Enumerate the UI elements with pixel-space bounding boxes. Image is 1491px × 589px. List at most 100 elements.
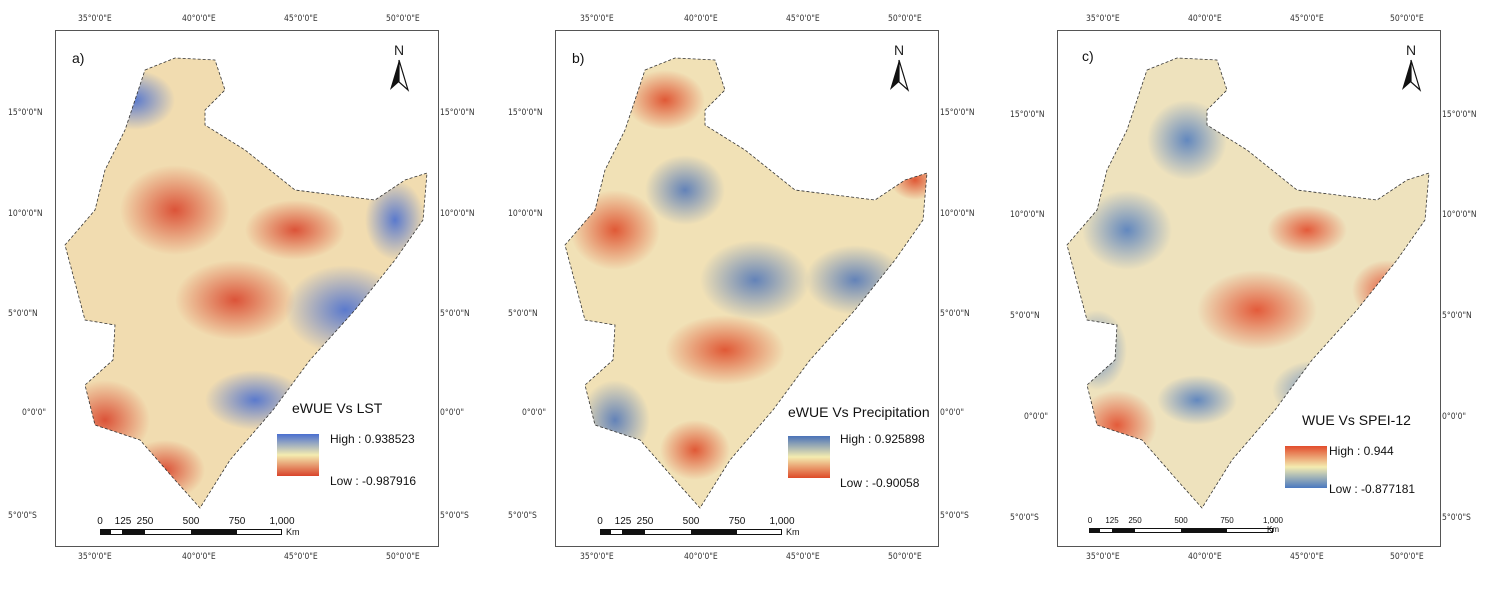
panel-label: a) [72, 50, 85, 66]
north-arrow: N [386, 42, 412, 97]
correlation-map-c [1066, 57, 1430, 509]
scale-label: 500 [182, 516, 200, 527]
lon-label-top: 35°0'0"E [1086, 14, 1120, 24]
north-arrow-icon [390, 59, 410, 92]
scale-label: 0 [1087, 516, 1093, 525]
map-panel-a: 35°0'0"E 40°0'0"E 45°0'0"E 50°0'0"E 35°0… [0, 0, 497, 589]
lon-label-top: 40°0'0"E [1188, 14, 1222, 24]
legend-high: High : 0.925898 [840, 432, 925, 446]
lat-label-right: 5°0'0"N [1442, 311, 1472, 321]
lon-label-top: 40°0'0"E [182, 14, 216, 24]
lat-label-right: 5°0'0"S [440, 511, 469, 521]
lat-label-left: 5°0'0"N [1010, 311, 1040, 321]
scale-label: 0 [97, 516, 103, 527]
lon-label-bottom: 50°0'0"E [888, 552, 922, 562]
north-label: N [893, 42, 905, 58]
scale-label: 250 [136, 516, 154, 527]
scale-label: 1,000 [269, 516, 295, 527]
lat-label-left: 15°0'0"N [8, 108, 43, 118]
legend-color-ramp [277, 434, 319, 476]
map-title: eWUE Vs Precipitation [788, 404, 930, 420]
scale-unit: Km [1267, 525, 1279, 534]
lat-label-right: 15°0'0"N [1442, 110, 1477, 120]
lat-label-right: 10°0'0"N [1442, 210, 1477, 220]
lat-label-right: 0°0'0" [940, 408, 965, 418]
lon-label-top: 45°0'0"E [284, 14, 318, 24]
scale-label: 500 [1174, 516, 1188, 525]
north-arrow: N [1398, 42, 1424, 97]
lon-label-bottom: 35°0'0"E [1086, 552, 1120, 562]
lon-label-top: 35°0'0"E [580, 14, 614, 24]
map-title: WUE Vs SPEI-12 [1302, 412, 1411, 428]
lat-label-right: 5°0'0"S [1442, 513, 1471, 523]
scale-unit: Km [286, 527, 300, 537]
lon-label-bottom: 40°0'0"E [182, 552, 216, 562]
north-label: N [1405, 42, 1417, 58]
map-panel-c: 35°0'0"E 40°0'0"E 45°0'0"E 50°0'0"E 35°0… [1002, 0, 1491, 589]
lon-label-bottom: 35°0'0"E [580, 552, 614, 562]
scale-label: 750 [728, 516, 746, 527]
lat-label-right: 15°0'0"N [440, 108, 475, 118]
panel-label: b) [572, 50, 585, 66]
scale-bar [600, 529, 782, 535]
lat-label-left: 5°0'0"S [1010, 513, 1039, 523]
lon-label-top: 50°0'0"E [888, 14, 922, 24]
north-arrow: N [886, 42, 912, 97]
legend-high: High : 0.944 [1329, 444, 1394, 458]
lat-label-right: 5°0'0"N [440, 309, 470, 319]
legend-low: Low : -0.987916 [330, 474, 417, 488]
correlation-map-b [564, 57, 928, 509]
map-panel-b: 35°0'0"E 40°0'0"E 45°0'0"E 50°0'0"E 35°0… [500, 0, 997, 589]
scale-label: 750 [228, 516, 246, 527]
scale-label: 125 [614, 516, 632, 527]
correlation-map-a [64, 57, 428, 509]
lon-label-bottom: 40°0'0"E [684, 552, 718, 562]
lon-label-bottom: 45°0'0"E [786, 552, 820, 562]
scale-label: 125 [1105, 516, 1119, 525]
lon-label-top: 35°0'0"E [78, 14, 112, 24]
lat-label-right: 0°0'0" [1442, 412, 1467, 422]
lon-label-bottom: 50°0'0"E [386, 552, 420, 562]
lat-label-left: 10°0'0"N [8, 209, 43, 219]
lat-label-left: 0°0'0" [22, 408, 47, 418]
map-title: eWUE Vs LST [292, 400, 383, 416]
lat-label-left: 5°0'0"N [8, 309, 38, 319]
legend-color-ramp [788, 436, 830, 478]
legend-color-ramp [1285, 446, 1327, 488]
north-label: N [393, 42, 405, 58]
lat-label-left: 10°0'0"N [508, 209, 543, 219]
scale-label: 750 [1220, 516, 1234, 525]
lat-label-right: 0°0'0" [440, 408, 465, 418]
legend-low: Low : -0.877181 [1329, 482, 1416, 496]
lon-label-bottom: 50°0'0"E [1390, 552, 1424, 562]
scale-unit: Km [786, 527, 800, 537]
lon-label-bottom: 45°0'0"E [284, 552, 318, 562]
lat-label-left: 5°0'0"S [8, 511, 37, 521]
panel-label: c) [1082, 48, 1094, 64]
scale-label: 250 [1128, 516, 1142, 525]
legend-low: Low : -0.90058 [840, 476, 920, 490]
lon-label-bottom: 35°0'0"E [78, 552, 112, 562]
lat-label-left: 10°0'0"N [1010, 210, 1045, 220]
scale-bar [1089, 528, 1273, 533]
lat-label-right: 15°0'0"N [940, 108, 975, 118]
north-arrow-icon [1402, 59, 1422, 92]
lat-label-right: 10°0'0"N [940, 209, 975, 219]
lat-label-left: 15°0'0"N [1010, 110, 1045, 120]
lat-label-right: 5°0'0"S [940, 511, 969, 521]
lat-label-left: 15°0'0"N [508, 108, 543, 118]
lon-label-top: 45°0'0"E [786, 14, 820, 24]
scale-label: 125 [114, 516, 132, 527]
lon-label-top: 50°0'0"E [386, 14, 420, 24]
scale-bar [100, 529, 282, 535]
scale-label: 0 [597, 516, 603, 527]
scale-label: 250 [636, 516, 654, 527]
lat-label-right: 10°0'0"N [440, 209, 475, 219]
lat-label-left: 5°0'0"N [508, 309, 538, 319]
lon-label-top: 50°0'0"E [1390, 14, 1424, 24]
scale-label: 500 [682, 516, 700, 527]
lat-label-left: 0°0'0" [522, 408, 547, 418]
lat-label-right: 5°0'0"N [940, 309, 970, 319]
lon-label-bottom: 45°0'0"E [1290, 552, 1324, 562]
lon-label-bottom: 40°0'0"E [1188, 552, 1222, 562]
